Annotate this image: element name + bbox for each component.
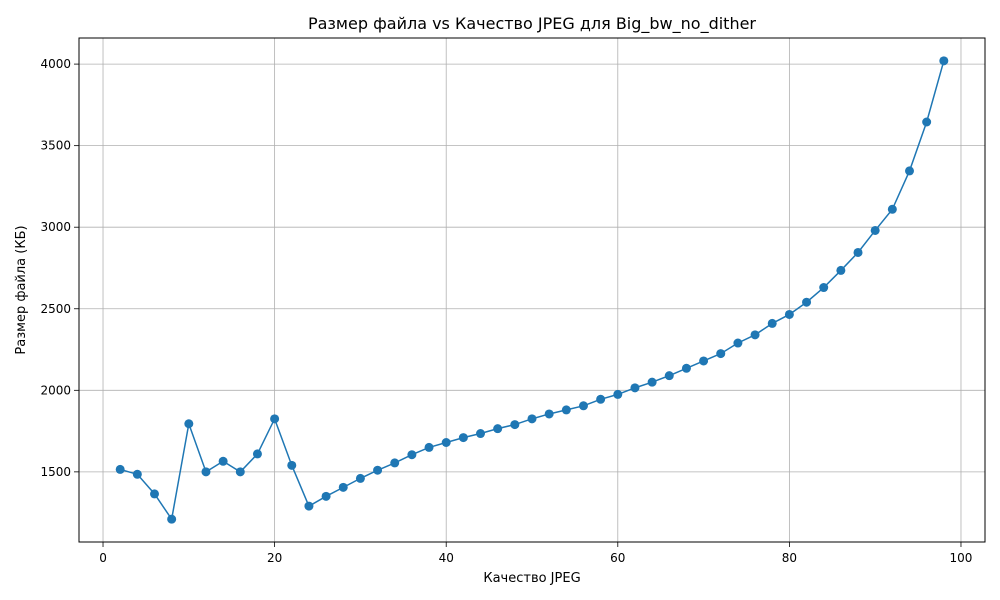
data-point xyxy=(458,433,468,443)
data-point xyxy=(321,491,331,501)
data-point xyxy=(476,429,486,439)
data-point xyxy=(578,401,588,411)
data-point xyxy=(390,458,400,468)
data-point xyxy=(304,501,314,511)
x-axis: 0 20 40 60 80 100 xyxy=(99,542,972,565)
data-point xyxy=(287,460,297,470)
y-tick-label: 3000 xyxy=(40,220,71,234)
data-point xyxy=(664,371,674,381)
data-points xyxy=(115,56,949,524)
x-tick-label: 20 xyxy=(267,551,282,565)
data-point xyxy=(922,117,932,127)
data-point xyxy=(630,383,640,393)
data-point xyxy=(613,389,623,399)
data-point xyxy=(510,420,520,430)
data-point xyxy=(424,442,434,452)
data-point xyxy=(184,419,194,429)
data-point xyxy=(201,467,211,477)
data-point xyxy=(853,247,863,257)
data-point xyxy=(544,409,554,419)
y-tick-label: 1500 xyxy=(40,465,71,479)
data-point xyxy=(527,414,537,424)
grid xyxy=(79,38,985,542)
data-point xyxy=(887,204,897,214)
y-tick-label: 3500 xyxy=(40,139,71,153)
plot-area xyxy=(78,37,986,543)
data-point xyxy=(270,414,280,424)
data-point xyxy=(441,438,451,448)
data-point xyxy=(905,166,914,176)
data-point xyxy=(373,465,383,475)
y-axis: 1500 2000 2500 3000 3500 4000 xyxy=(40,57,79,479)
data-point xyxy=(750,330,760,340)
data-point xyxy=(784,309,794,319)
data-point xyxy=(561,405,571,415)
data-point xyxy=(218,456,228,466)
x-tick-label: 60 xyxy=(610,551,625,565)
data-point xyxy=(716,349,726,359)
y-axis-label: Размер файла (КБ) xyxy=(14,225,29,354)
data-point xyxy=(596,394,606,404)
data-point xyxy=(733,338,743,348)
x-tick-label: 40 xyxy=(439,551,454,565)
data-point xyxy=(252,449,262,459)
data-point xyxy=(132,469,142,479)
data-point xyxy=(647,377,657,387)
x-tick-label: 0 xyxy=(99,551,107,565)
y-tick-label: 2500 xyxy=(40,302,71,316)
x-axis-label: Качество JPEG xyxy=(483,571,580,586)
data-point xyxy=(836,265,846,275)
data-point xyxy=(115,464,125,474)
y-tick-label: 4000 xyxy=(40,57,71,71)
data-point xyxy=(870,225,880,235)
data-point xyxy=(767,318,777,328)
data-point xyxy=(939,56,949,66)
data-point xyxy=(407,450,417,460)
data-point xyxy=(819,283,829,293)
data-point xyxy=(681,363,691,373)
data-point xyxy=(355,473,365,483)
x-tick-label: 80 xyxy=(782,551,797,565)
x-tick-label: 100 xyxy=(950,551,973,565)
data-point xyxy=(167,514,177,524)
data-point xyxy=(150,489,159,499)
data-point xyxy=(493,424,503,434)
data-point xyxy=(699,356,709,366)
y-tick-label: 2000 xyxy=(40,383,71,397)
data-point xyxy=(235,467,245,477)
chart-title: Размер файла vs Качество JPEG для Big_bw… xyxy=(308,14,756,34)
data-point xyxy=(802,297,812,307)
data-point xyxy=(338,482,348,492)
